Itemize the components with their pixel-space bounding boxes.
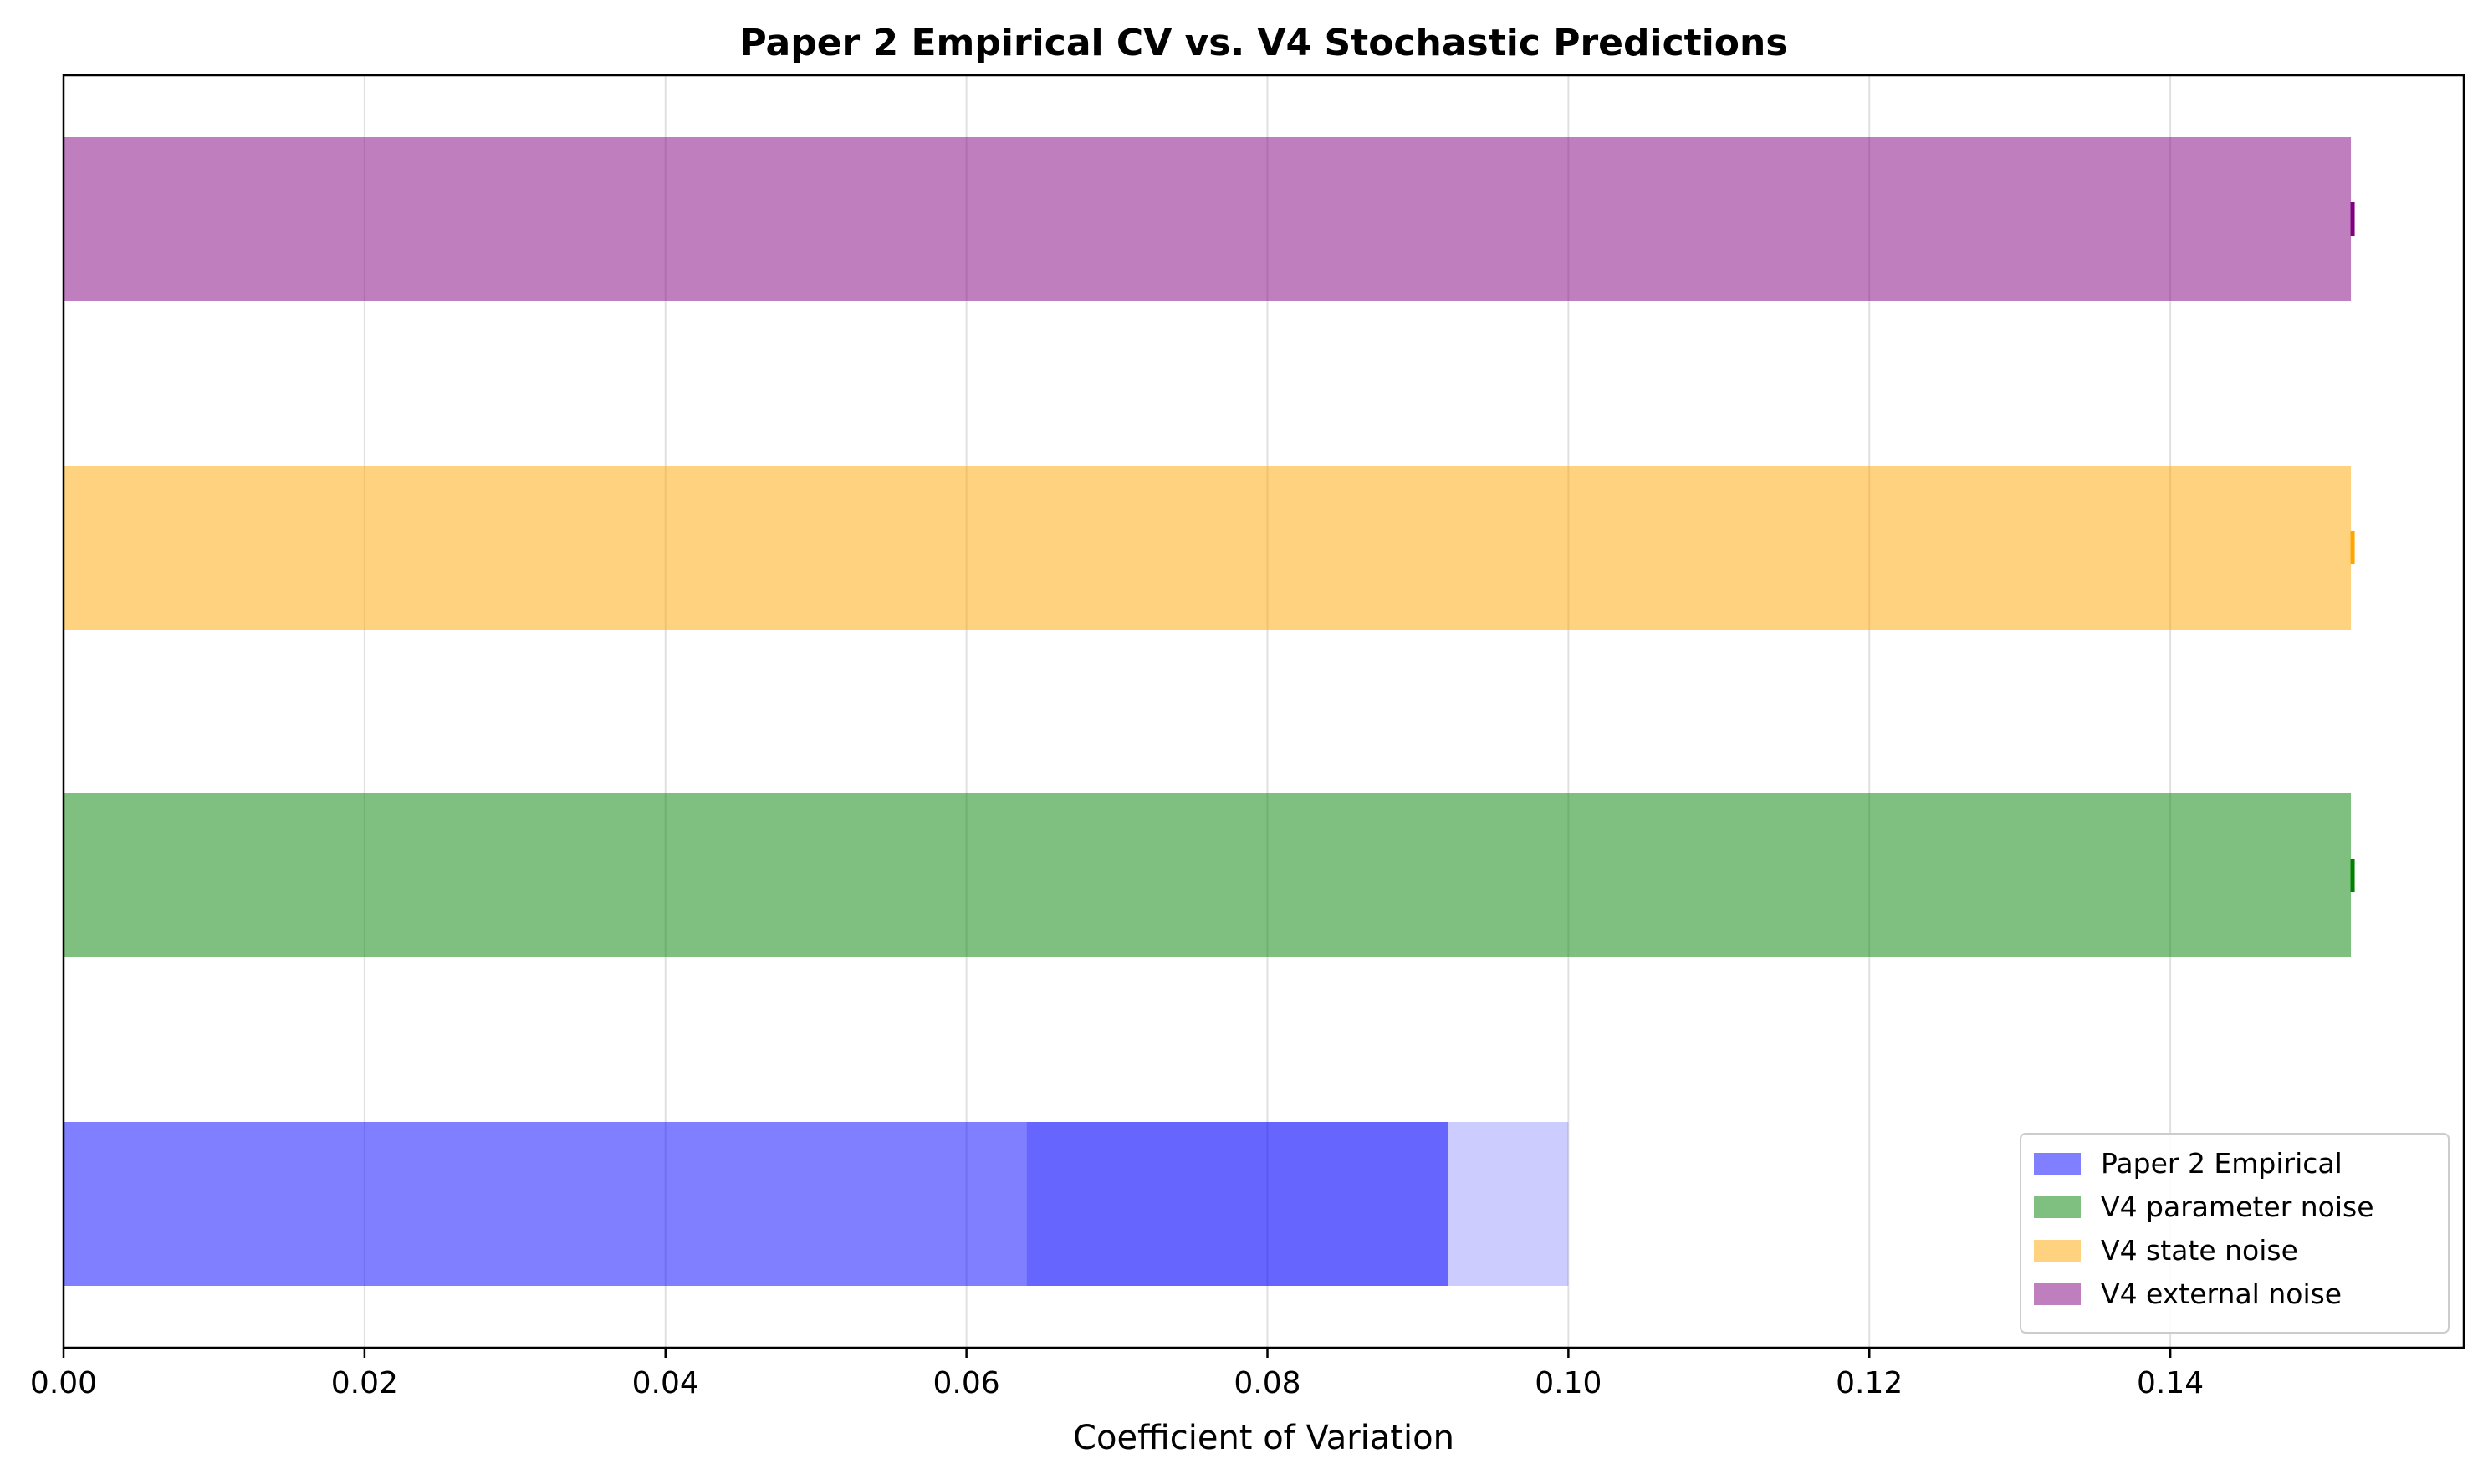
bar-segment [1448,1122,1569,1286]
legend-swatch [2034,1196,2081,1218]
bar-group [64,1122,1569,1286]
bar-segment [64,137,2352,301]
legend-label: Paper 2 Empirical [2101,1147,2343,1180]
bar-segment [64,1122,1027,1286]
bar-group [64,466,2355,630]
chart-title: Paper 2 Empirical CV vs. V4 Stochastic P… [739,22,1787,64]
legend-swatch [2034,1240,2081,1262]
bar-segment [1026,1122,1448,1286]
x-axis-label: Coefficient of Variation [1073,1419,1454,1457]
x-tick-label: 0.12 [1836,1366,1903,1400]
x-tick-label: 0.06 [933,1366,1000,1400]
legend-box [2020,1133,2450,1334]
axes: 0.00 0.02 0.04 0.06 0.08 0.10 0.12 0.14 [30,74,2465,1400]
x-tick-label: 0.08 [1234,1366,1300,1400]
legend-item: V4 state noise [2034,1234,2298,1267]
legend-item: Paper 2 Empirical [2034,1147,2343,1180]
legend-swatch [2034,1283,2081,1305]
bars [64,137,2355,1286]
x-tick-label: 0.10 [1535,1366,1602,1400]
plot-frame [62,74,2465,1349]
x-tick-label: 0.14 [2137,1366,2204,1400]
legend-item: V4 parameter noise [2034,1191,2374,1223]
bar-segment [64,466,2352,630]
bar-segment [64,793,2352,957]
legend-item: V4 external noise [2034,1277,2342,1310]
legend-label: V4 parameter noise [2101,1191,2374,1223]
x-tick-label: 0.04 [632,1366,699,1400]
x-tick-label: 0.00 [30,1366,97,1400]
legend-label: V4 external noise [2101,1277,2342,1310]
bar-group [64,137,2355,301]
x-tick-label: 0.02 [331,1366,398,1400]
bar-group [64,793,2355,957]
legend: Paper 2 Empirical V4 parameter noise V4 st… [2020,1133,2450,1334]
legend-swatch [2034,1153,2081,1175]
legend-label: V4 state noise [2101,1234,2298,1267]
